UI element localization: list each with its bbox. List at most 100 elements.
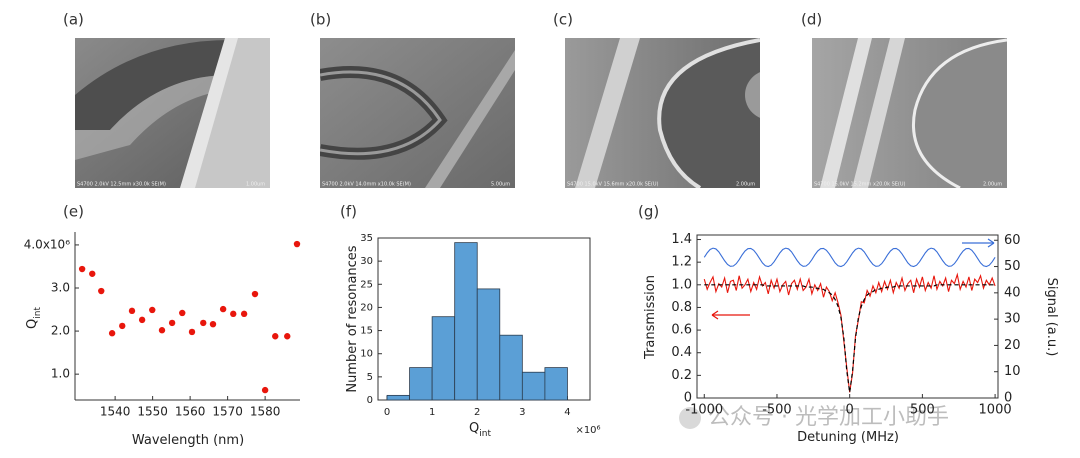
y-tick-label: 0 <box>684 391 692 406</box>
panel-label: (f) <box>340 203 357 221</box>
y2-tick-label: 0 <box>1004 391 1012 406</box>
axis-label-text: Detuning (MHz) <box>797 430 899 445</box>
y2-tick-label: 50 <box>1004 259 1021 274</box>
point <box>293 240 301 248</box>
y-tick-label: 4.0x10⁶ <box>24 237 70 251</box>
x-tick-label: 0 <box>384 407 390 418</box>
y2-tick-label: 10 <box>1004 364 1021 379</box>
axis-label-text: Number of resonances <box>345 245 360 392</box>
series-line <box>704 284 996 393</box>
x-tick-label: 2 <box>474 407 480 418</box>
point <box>261 386 269 394</box>
sem-image-d <box>812 38 1007 188</box>
sem-scale: 1.00um <box>246 182 265 188</box>
series-line <box>703 272 996 393</box>
y-tick-label: 10 <box>360 349 373 360</box>
y-tick-label: 0.8 <box>671 300 692 315</box>
axis-label: Qint <box>25 307 43 329</box>
y-tick-label: 0.2 <box>671 368 692 383</box>
x-tick-label: 0 <box>846 403 854 418</box>
bar <box>409 367 433 401</box>
panel-label: (e) <box>63 203 84 221</box>
axis-label-sub: int <box>479 429 491 439</box>
bar <box>386 394 410 401</box>
sem-image-c <box>565 38 760 188</box>
x-tick-label: 4 <box>564 407 570 418</box>
panel-label: (d) <box>801 11 822 29</box>
y-tick-label: 3.0 <box>51 281 70 295</box>
y-tick-label: 0.6 <box>671 323 692 338</box>
axis-label-text: Transmission <box>643 275 658 360</box>
bar <box>521 371 546 401</box>
point <box>168 319 176 327</box>
y-tick-label: 0.4 <box>671 345 692 360</box>
axis-label: Wavelength (nm) <box>132 433 244 448</box>
axis-label: Number of resonances <box>345 245 360 392</box>
x-tick-label: 500 <box>910 403 935 418</box>
point <box>89 270 96 277</box>
axis-label-text: Q <box>469 421 479 436</box>
x-tick-label: 3 <box>519 407 525 418</box>
point <box>219 305 227 313</box>
y-tick-label: 30 <box>360 256 373 267</box>
watermark-text: 公众号 · 光学加工小助手 <box>708 405 949 430</box>
y-tick-label: 15 <box>360 326 373 337</box>
panel-label: (g) <box>638 203 659 221</box>
sem-scale: 2.00um <box>983 182 1002 188</box>
y-tick-label: 1.2 <box>671 255 692 270</box>
plot-frame <box>696 234 999 399</box>
arrows <box>711 238 995 320</box>
point <box>108 330 116 337</box>
y-tick-label: 1.0 <box>51 367 70 381</box>
point <box>78 265 86 273</box>
series-line <box>703 247 996 268</box>
x-tick-label: 1 <box>429 407 435 418</box>
y-tick-label: 25 <box>360 279 373 290</box>
sem-scale: 2.00um <box>736 182 755 188</box>
y2-tick-label: 20 <box>1004 338 1021 353</box>
point <box>200 319 207 327</box>
bar <box>544 367 568 401</box>
axis-label: Qint <box>469 421 491 439</box>
point <box>98 287 105 295</box>
axis-label: Transmission <box>643 275 658 360</box>
point <box>149 306 156 314</box>
bar <box>499 334 523 401</box>
bar <box>476 288 501 401</box>
y-tick-label: 1.0 <box>671 277 692 292</box>
sem-info: S4700 2.0kV 12.5mm x30.0k SE(M) <box>77 182 166 188</box>
point <box>119 322 126 330</box>
y-tick-label: 35 <box>360 233 373 244</box>
x-tick-label: 1560 <box>175 405 206 419</box>
y-tick-label: 0 <box>367 395 373 406</box>
point <box>158 327 166 334</box>
sem-info: S4700 15.0kV 15.2mm x20.0k SE(U) <box>814 182 906 188</box>
point <box>138 316 146 324</box>
y-tick-label: 20 <box>360 302 373 313</box>
point <box>240 310 248 318</box>
x-tick-label: 1580 <box>250 405 281 419</box>
axis-label-sub: int <box>33 307 43 319</box>
axis-label-text: Signal (a.u.) <box>1045 278 1060 357</box>
sem-scale: 5.00um <box>491 182 510 188</box>
point <box>188 328 196 336</box>
y2-tick-label: 30 <box>1004 312 1021 327</box>
bar <box>431 316 456 401</box>
watermark: 公众号 · 光学加工小助手 <box>679 405 949 430</box>
axis-label: Detuning (MHz) <box>797 430 899 445</box>
sem-image-a <box>75 38 270 188</box>
point <box>128 307 136 315</box>
sem-image-b <box>320 38 515 188</box>
y-tick-label: 1.4 <box>671 232 692 247</box>
axis-label-text: Q <box>25 319 40 329</box>
point <box>230 310 237 318</box>
x-tick-label: 1000 <box>979 403 1012 418</box>
sem-info: S4700 15.0kV 15.6mm x20.0k SE(U) <box>567 182 659 188</box>
bar <box>454 242 478 401</box>
y-tick-label: 5 <box>367 372 373 383</box>
axis-multiplier: ×10⁶ <box>575 425 600 436</box>
point <box>272 333 279 340</box>
point <box>251 290 259 298</box>
axis-label-text: Wavelength (nm) <box>132 433 244 448</box>
